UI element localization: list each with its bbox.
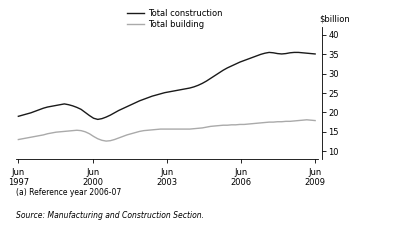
Legend: Total construction, Total building: Total construction, Total building <box>127 9 222 29</box>
Text: Source: Manufacturing and Construction Section.: Source: Manufacturing and Construction S… <box>16 211 204 220</box>
Text: $billion: $billion <box>320 15 350 24</box>
Text: (a) Reference year 2006-07: (a) Reference year 2006-07 <box>16 188 121 197</box>
